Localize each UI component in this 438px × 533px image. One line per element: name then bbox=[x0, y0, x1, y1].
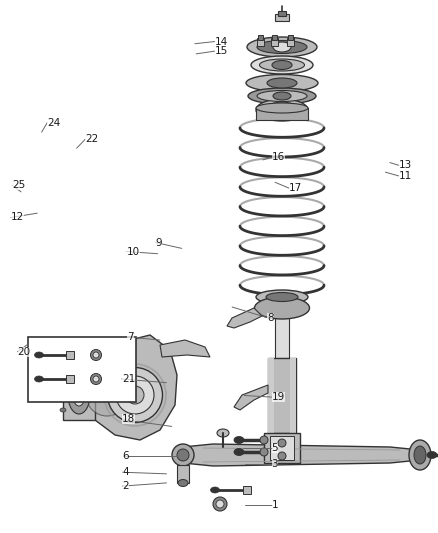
Text: 12: 12 bbox=[11, 213, 24, 222]
Text: 13: 13 bbox=[399, 160, 412, 170]
Text: 7: 7 bbox=[127, 332, 134, 342]
Ellipse shape bbox=[91, 350, 102, 360]
Bar bbox=[243, 486, 251, 494]
Ellipse shape bbox=[93, 352, 99, 358]
Text: 14: 14 bbox=[215, 37, 228, 46]
Ellipse shape bbox=[266, 293, 298, 302]
Bar bbox=[256, 108, 308, 120]
Ellipse shape bbox=[273, 92, 291, 100]
Text: 16: 16 bbox=[272, 152, 285, 162]
Ellipse shape bbox=[257, 41, 307, 53]
Ellipse shape bbox=[107, 367, 162, 423]
Ellipse shape bbox=[178, 480, 188, 487]
Text: 18: 18 bbox=[122, 415, 135, 424]
Bar bbox=[278, 11, 286, 16]
Ellipse shape bbox=[93, 376, 99, 382]
Text: 25: 25 bbox=[12, 181, 25, 190]
Text: 11: 11 bbox=[399, 171, 412, 181]
Text: 6: 6 bbox=[123, 451, 129, 461]
Polygon shape bbox=[160, 340, 210, 357]
Bar bbox=[258, 35, 263, 40]
Polygon shape bbox=[227, 308, 262, 328]
Ellipse shape bbox=[35, 352, 43, 358]
Ellipse shape bbox=[68, 376, 90, 414]
Ellipse shape bbox=[278, 452, 286, 460]
Ellipse shape bbox=[248, 88, 316, 104]
Ellipse shape bbox=[254, 297, 310, 319]
Polygon shape bbox=[234, 385, 268, 410]
Ellipse shape bbox=[172, 444, 194, 466]
Text: 24: 24 bbox=[47, 118, 60, 127]
Ellipse shape bbox=[35, 376, 43, 382]
Ellipse shape bbox=[278, 439, 286, 447]
Ellipse shape bbox=[60, 398, 66, 402]
Text: 21: 21 bbox=[122, 374, 135, 384]
Ellipse shape bbox=[126, 386, 144, 404]
Ellipse shape bbox=[216, 500, 224, 508]
Ellipse shape bbox=[251, 56, 313, 74]
Bar bbox=[270, 436, 294, 460]
Ellipse shape bbox=[234, 437, 244, 443]
Text: 20: 20 bbox=[18, 347, 31, 357]
Text: 19: 19 bbox=[272, 392, 285, 402]
Ellipse shape bbox=[60, 378, 66, 382]
Ellipse shape bbox=[60, 408, 66, 412]
Ellipse shape bbox=[217, 429, 229, 437]
Bar bbox=[66, 351, 74, 359]
Ellipse shape bbox=[73, 384, 85, 406]
Text: 4: 4 bbox=[123, 467, 129, 477]
Bar bbox=[275, 14, 289, 21]
Text: 8: 8 bbox=[267, 313, 274, 322]
Ellipse shape bbox=[266, 102, 298, 118]
Bar bbox=[272, 35, 277, 40]
Text: 2: 2 bbox=[123, 481, 129, 491]
Bar bbox=[177, 465, 189, 483]
Ellipse shape bbox=[267, 78, 297, 88]
Ellipse shape bbox=[427, 451, 437, 458]
Ellipse shape bbox=[211, 487, 219, 493]
Text: 10: 10 bbox=[127, 247, 140, 256]
Bar bbox=[63, 370, 95, 420]
Bar bbox=[287, 38, 294, 46]
Ellipse shape bbox=[256, 290, 308, 304]
Bar bbox=[268, 358, 274, 433]
Bar bbox=[290, 358, 296, 433]
Bar bbox=[268, 358, 296, 433]
Text: 9: 9 bbox=[155, 238, 162, 247]
Ellipse shape bbox=[60, 388, 66, 392]
Bar bbox=[66, 375, 74, 383]
Ellipse shape bbox=[272, 61, 292, 69]
Text: 3: 3 bbox=[272, 459, 278, 469]
Ellipse shape bbox=[86, 374, 128, 416]
Ellipse shape bbox=[246, 75, 318, 92]
Ellipse shape bbox=[247, 37, 317, 57]
Bar bbox=[275, 308, 289, 358]
Bar bbox=[257, 38, 264, 46]
Bar bbox=[28, 337, 136, 402]
Ellipse shape bbox=[260, 448, 268, 456]
Ellipse shape bbox=[234, 448, 244, 456]
Ellipse shape bbox=[273, 42, 291, 52]
Text: 5: 5 bbox=[272, 443, 278, 453]
Ellipse shape bbox=[91, 374, 102, 384]
Ellipse shape bbox=[409, 440, 431, 470]
Ellipse shape bbox=[177, 449, 189, 461]
Ellipse shape bbox=[256, 103, 308, 113]
Ellipse shape bbox=[259, 59, 304, 71]
Text: 1: 1 bbox=[272, 500, 278, 510]
Text: 15: 15 bbox=[215, 46, 228, 56]
Polygon shape bbox=[183, 444, 420, 466]
Bar bbox=[288, 35, 293, 40]
Ellipse shape bbox=[257, 91, 307, 101]
Bar bbox=[271, 38, 278, 46]
Text: 17: 17 bbox=[289, 183, 302, 193]
Ellipse shape bbox=[213, 497, 227, 511]
Ellipse shape bbox=[414, 446, 426, 464]
Bar bbox=[264, 433, 300, 463]
Ellipse shape bbox=[256, 99, 308, 121]
Polygon shape bbox=[90, 335, 177, 440]
Ellipse shape bbox=[116, 376, 154, 414]
Text: 22: 22 bbox=[85, 134, 99, 144]
Ellipse shape bbox=[260, 436, 268, 444]
